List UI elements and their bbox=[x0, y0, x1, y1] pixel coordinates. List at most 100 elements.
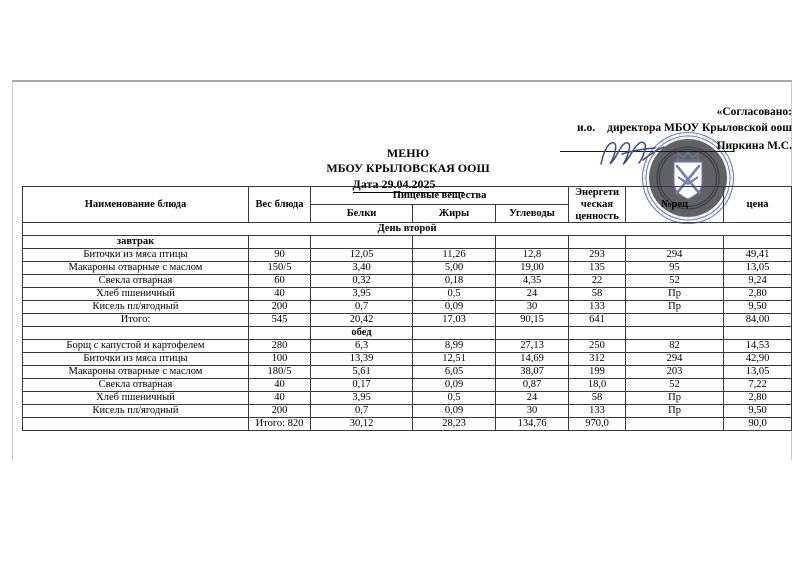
header-dish-name: Наименование блюда bbox=[22, 185, 249, 224]
cell-total-proteins: 20,42 bbox=[310, 313, 413, 328]
cell-fats: 0,09 bbox=[412, 404, 496, 419]
cell-dish-name: Свекла отварная bbox=[22, 378, 249, 393]
meal-section-label: завтрак bbox=[22, 235, 249, 250]
menu-table-body: День второй завтрак Биточки из мяса птицы 9… bbox=[21, 222, 793, 432]
cell-recipe-number: 294 bbox=[625, 248, 725, 263]
meal-section-row: обед bbox=[22, 326, 793, 341]
cell-dish-name: Свекла отварная bbox=[22, 274, 249, 289]
cell-energy: 58 bbox=[568, 287, 627, 302]
cell-carbs: 24 bbox=[494, 287, 570, 302]
cell-energy: 199 bbox=[568, 365, 627, 380]
cell-proteins: 3,95 bbox=[310, 287, 413, 302]
cell-carbs: 0,87 bbox=[494, 378, 570, 393]
cell-price: 2,80 bbox=[723, 287, 793, 302]
blank-cell bbox=[412, 326, 496, 341]
cell-total-carbs: 90,15 bbox=[494, 313, 570, 328]
cell-recipe-number: Пр bbox=[625, 391, 725, 406]
header-fats: Жиры bbox=[412, 204, 496, 224]
cell-recipe-number: Пр bbox=[625, 404, 725, 419]
table-row: Свекла отварная 60 0,32 0,18 4,35 22 52 9,24 bbox=[22, 274, 793, 289]
signature-rule bbox=[560, 150, 734, 152]
cell-price: 7,22 bbox=[723, 378, 793, 393]
cell-total-label: Итого: bbox=[22, 313, 249, 328]
blank-cell bbox=[568, 326, 627, 341]
table-row: Хлеб пшеничный 40 3,95 0,5 24 58 Пр 2,80 bbox=[22, 287, 793, 302]
cell-recipe-number: Пр bbox=[625, 287, 725, 302]
cell-energy: 135 bbox=[568, 261, 627, 276]
cell-dish-weight: 40 bbox=[248, 378, 311, 393]
menu-table: Наименование блюда Вес блюда Пищевые вещ… bbox=[21, 185, 793, 432]
cell-carbs: 38,07 bbox=[494, 365, 570, 380]
table-row: Биточки из мяса птицы 100 13,39 12,51 14,69 3… bbox=[22, 352, 793, 367]
blank-cell bbox=[723, 326, 793, 341]
cell-carbs: 4,35 bbox=[494, 274, 570, 289]
cell-proteins: 12,05 bbox=[310, 248, 413, 263]
cell-total-recipe bbox=[625, 313, 725, 328]
header-proteins: Белки bbox=[310, 204, 413, 224]
cell-dish-name: Биточки из мяса птицы bbox=[22, 352, 249, 367]
cell-dish-weight: 150/5 bbox=[248, 261, 311, 276]
cell-dish-weight: 90 bbox=[248, 248, 311, 263]
cell-dish-name: Кисель пл/ягодный bbox=[22, 404, 249, 419]
cell-dish-weight: 40 bbox=[248, 391, 311, 406]
cell-proteins: 3,95 bbox=[310, 391, 413, 406]
cell-proteins: 0,7 bbox=[310, 404, 413, 419]
table-row: Макароны отварные с маслом 180/5 5,61 6,05 3… bbox=[22, 365, 793, 380]
cell-proteins: 13,39 bbox=[310, 352, 413, 367]
cell-proteins: 0,17 bbox=[310, 378, 413, 393]
cell-recipe-number: 203 bbox=[625, 365, 725, 380]
cell-fats: 0,5 bbox=[412, 287, 496, 302]
cell-dish-name: Кисель пл/ягодный bbox=[22, 300, 249, 315]
approval-agreed-label: «Согласовано: bbox=[716, 106, 792, 118]
blank-cell bbox=[568, 235, 627, 250]
table-row: Кисель пл/ягодный 200 0,7 0,09 30 133 Пр 9,50 bbox=[22, 404, 793, 419]
cell-carbs: 19,00 bbox=[494, 261, 570, 276]
cell-fats: 0,09 bbox=[412, 300, 496, 315]
cell-energy: 18,0 bbox=[568, 378, 627, 393]
approval-block: «Согласовано: и.о. директора МБОУ Крылов… bbox=[560, 104, 792, 156]
approval-position-row: и.о. директора МБОУ Крыловской оош bbox=[560, 120, 792, 136]
cell-dish-name: Макароны отварные с маслом bbox=[22, 365, 249, 380]
cell-total-price: 90,0 bbox=[723, 417, 793, 432]
cell-price: 49,41 bbox=[723, 248, 793, 263]
cell-proteins: 3,40 bbox=[310, 261, 413, 276]
table-row: Макароны отварные с маслом 150/5 3,40 5,00 1… bbox=[22, 261, 793, 276]
header-row-1: Наименование блюда Вес блюда Пищевые вещ… bbox=[22, 185, 793, 224]
cell-energy: 58 bbox=[568, 391, 627, 406]
cell-proteins: 6,3 bbox=[310, 339, 413, 354]
cell-carbs: 30 bbox=[494, 404, 570, 419]
title-line-2: МБОУ КРЫЛОВСКАЯ ООШ bbox=[326, 161, 490, 176]
approval-signer-name: Пиркина М.С. bbox=[716, 140, 792, 153]
cell-proteins: 0,32 bbox=[310, 274, 413, 289]
header-nutrients-group: Пищевые вещества bbox=[309, 185, 570, 206]
cell-dish-weight: 180/5 bbox=[248, 365, 311, 380]
cell-recipe-number: 52 bbox=[625, 378, 725, 393]
table-row: Кисель пл/ягодный 200 0,7 0,09 30 133 Пр 9,50 bbox=[22, 300, 793, 315]
cell-carbs: 24 bbox=[494, 391, 570, 406]
blank-cell bbox=[494, 235, 570, 250]
cell-total-price: 84,00 bbox=[723, 313, 793, 328]
cell-energy: 22 bbox=[568, 274, 627, 289]
cell-price: 9,24 bbox=[723, 274, 793, 289]
blank-cell bbox=[412, 235, 496, 250]
header-row-2: Белки Жиры Углеводы bbox=[23, 204, 792, 224]
table-row: Биточки из мяса птицы 90 12,05 11,26 12,8 293… bbox=[22, 248, 793, 263]
cell-carbs: 27,13 bbox=[494, 339, 570, 354]
cell-total-fats: 17,03 bbox=[412, 313, 496, 328]
cell-dish-weight: 200 bbox=[248, 300, 311, 315]
cell-recipe-number: Пр bbox=[625, 300, 725, 315]
cell-total-energy: 641 bbox=[568, 313, 627, 328]
meal-section-label: обед bbox=[310, 326, 413, 341]
menu-table-head: Наименование блюда Вес блюда Пищевые вещ… bbox=[22, 185, 793, 224]
cell-dish-weight: 60 bbox=[248, 274, 311, 289]
cell-total-energy: 970,0 bbox=[568, 417, 627, 432]
table-row: Хлеб пшеничный 40 3,95 0,5 24 58 Пр 2,80 bbox=[22, 391, 793, 406]
table-row: Свекла отварная 40 0,17 0,09 0,87 18,0 52 7,22 bbox=[22, 378, 793, 393]
cell-total-recipe bbox=[625, 417, 725, 432]
total-row: Итого: 820 30,12 28,23 134,76 970,0 90,0 bbox=[22, 417, 793, 432]
cell-price: 13,05 bbox=[723, 261, 793, 276]
cell-price: 9,50 bbox=[723, 300, 793, 315]
blank-cell bbox=[310, 235, 413, 250]
cell-total-weight: Итого: 820 bbox=[248, 417, 311, 432]
cell-price: 2,80 bbox=[723, 391, 793, 406]
